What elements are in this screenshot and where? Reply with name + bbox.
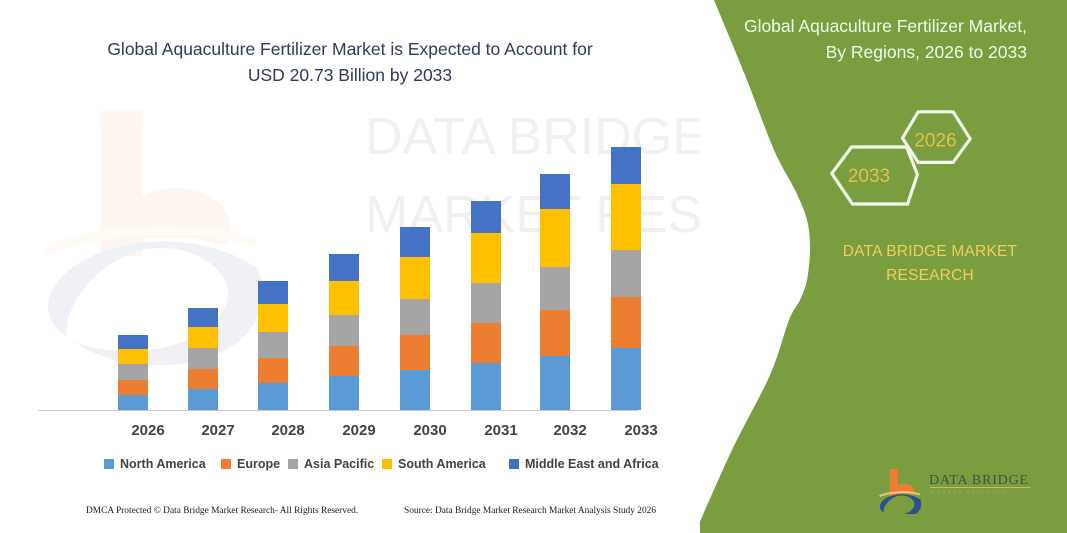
svg-text:2033: 2033 <box>848 166 890 187</box>
svg-text:2026: 2026 <box>914 131 956 152</box>
